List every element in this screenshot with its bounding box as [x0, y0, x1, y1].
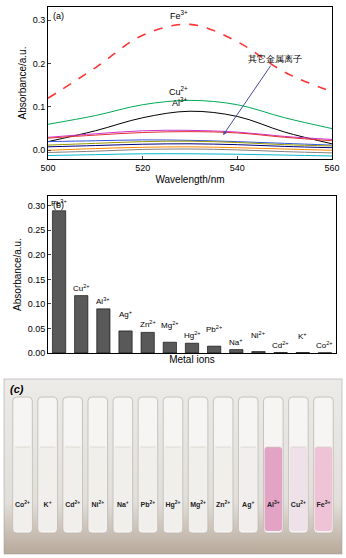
svg-text:Na​+​: Na​+​: [229, 337, 243, 347]
svg-text:(c): (c): [10, 383, 24, 395]
svg-text:Fe3+: Fe3+: [317, 499, 331, 508]
svg-text:560: 560: [324, 163, 339, 173]
svg-text:0.0: 0.0: [33, 145, 46, 155]
svg-text:Ag​+​: Ag​+​: [119, 309, 132, 319]
svg-text:Hg​2+​: Hg​2+​: [184, 330, 201, 340]
svg-text:0.25: 0.25: [28, 225, 46, 235]
svg-text:K+: K+: [44, 499, 52, 508]
svg-text:Absorbance/a.u.: Absorbance/a.u.: [12, 238, 23, 311]
svg-text:Zn2+: Zn2+: [216, 499, 230, 508]
svg-text:0.1: 0.1: [33, 102, 46, 112]
svg-text:(a): (a): [53, 11, 64, 21]
svg-text:Mg2+: Mg2+: [190, 499, 206, 509]
svg-text:Cu​2+​: Cu​2+​: [73, 283, 90, 293]
svg-text:Absorbance/a.u.: Absorbance/a.u.: [17, 47, 28, 120]
svg-text:Cd2+: Cd2+: [65, 499, 80, 508]
svg-text:Mg​2+​: Mg​2+​: [161, 320, 179, 330]
svg-text:Metal ions: Metal ions: [169, 354, 215, 365]
svg-text:0.05: 0.05: [28, 324, 46, 334]
svg-text:Fe​3+​: Fe​3+​: [51, 198, 67, 208]
svg-text:(b): (b): [53, 200, 64, 210]
svg-text:Cu2+: Cu2+: [291, 499, 306, 508]
svg-text:0.30: 0.30: [28, 201, 46, 211]
svg-text:Ag+: Ag+: [242, 499, 254, 509]
svg-text:Co​2+​: Co​2+​: [316, 340, 333, 350]
svg-text:Na+: Na+: [117, 499, 129, 508]
svg-text:0.10: 0.10: [28, 299, 46, 309]
svg-text:Cd​2+​: Cd​2+​: [272, 340, 289, 350]
svg-text:540: 540: [230, 163, 245, 173]
svg-text:0.15: 0.15: [28, 275, 46, 285]
svg-text:Ni​2+​: Ni​2+​: [251, 330, 265, 340]
svg-text:Al​3+​: Al​3+​: [172, 96, 188, 108]
svg-text:Hg2+: Hg2+: [165, 499, 180, 509]
svg-text:Co2+: Co2+: [15, 499, 30, 508]
svg-text:500: 500: [40, 163, 55, 173]
svg-text:Al3+: Al3+: [267, 499, 280, 508]
svg-text:Cu​2+​: Cu​2+​: [169, 85, 188, 97]
svg-text:Pb​2+​: Pb​2+​: [206, 324, 222, 334]
svg-text:Ni2+: Ni2+: [91, 499, 104, 508]
svg-text:0.20: 0.20: [28, 250, 46, 260]
svg-text:Al​3+​: Al​3+​: [96, 296, 110, 306]
svg-text:Zn​2+​: Zn​2+​: [140, 319, 156, 329]
svg-text:其它金属离子: 其它金属离子: [248, 54, 302, 64]
svg-text:Wavelength/nm: Wavelength/nm: [155, 174, 224, 185]
svg-text:520: 520: [135, 163, 150, 173]
svg-text:0.3: 0.3: [33, 15, 46, 25]
svg-text:K​+​: K​+​: [298, 331, 307, 341]
svg-text:0.00: 0.00: [28, 348, 46, 358]
svg-text:0.2: 0.2: [33, 59, 46, 69]
svg-text:Fe​3+​: Fe​3+​: [170, 9, 188, 21]
svg-text:Pb2+: Pb2+: [141, 499, 156, 508]
